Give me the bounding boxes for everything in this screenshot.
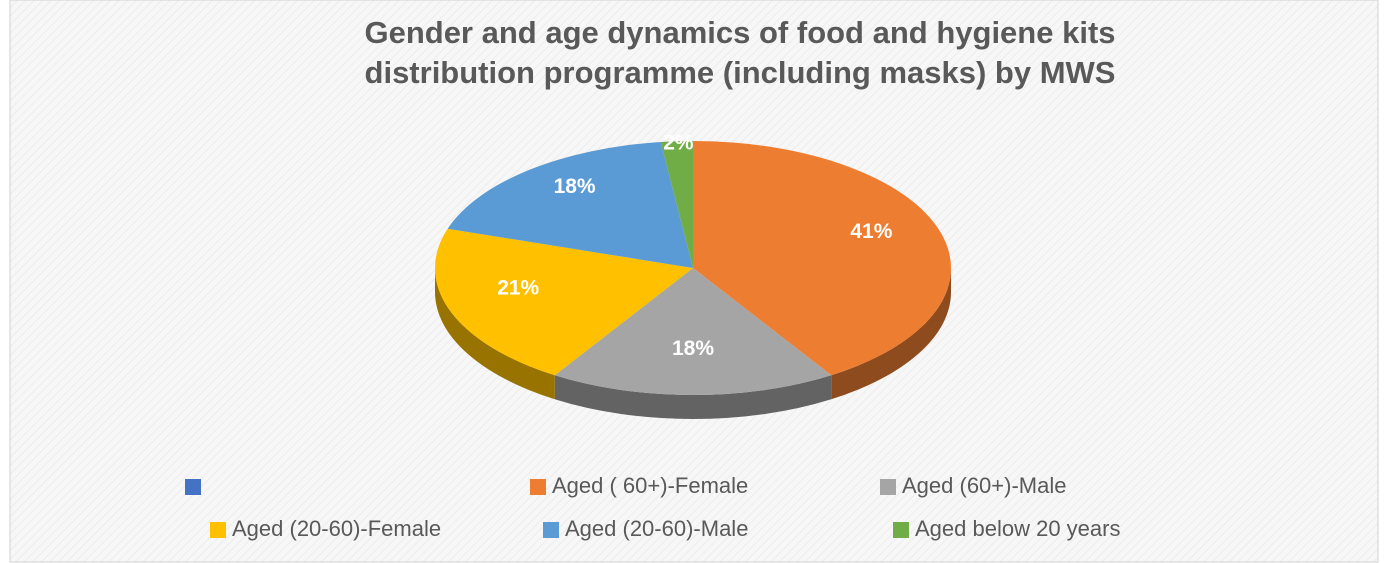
pie-side (554, 375, 832, 419)
legend-swatch (530, 479, 546, 495)
pie-side (435, 268, 555, 400)
pie-slice (660, 141, 693, 268)
legend-swatch (210, 522, 226, 538)
data-label: 18% (672, 337, 714, 360)
legend-swatch (893, 522, 909, 538)
legend-label: Aged (20-60)-Male (565, 516, 748, 541)
legend-label: Aged (60+)-Male (902, 473, 1066, 498)
legend-swatch (543, 522, 559, 538)
pie-slice (447, 142, 693, 268)
pie-slice (554, 268, 832, 395)
data-label: 41% (850, 220, 892, 243)
data-label: 21% (497, 277, 539, 300)
data-label: 2% (663, 131, 694, 154)
pie-slice (434, 228, 693, 376)
pie-side (831, 268, 951, 400)
chart-title: Gender and age dynamics of food and hygi… (364, 15, 1115, 90)
legend-label: Aged ( 60+)-Female (552, 473, 748, 498)
legend-swatch (185, 479, 201, 495)
legend-label: Aged below 20 years (915, 516, 1120, 541)
pie-slice (693, 141, 951, 376)
legend-swatch (880, 479, 896, 495)
legend-label: Aged (20-60)-Female (232, 516, 441, 541)
data-label: 18% (554, 175, 596, 198)
